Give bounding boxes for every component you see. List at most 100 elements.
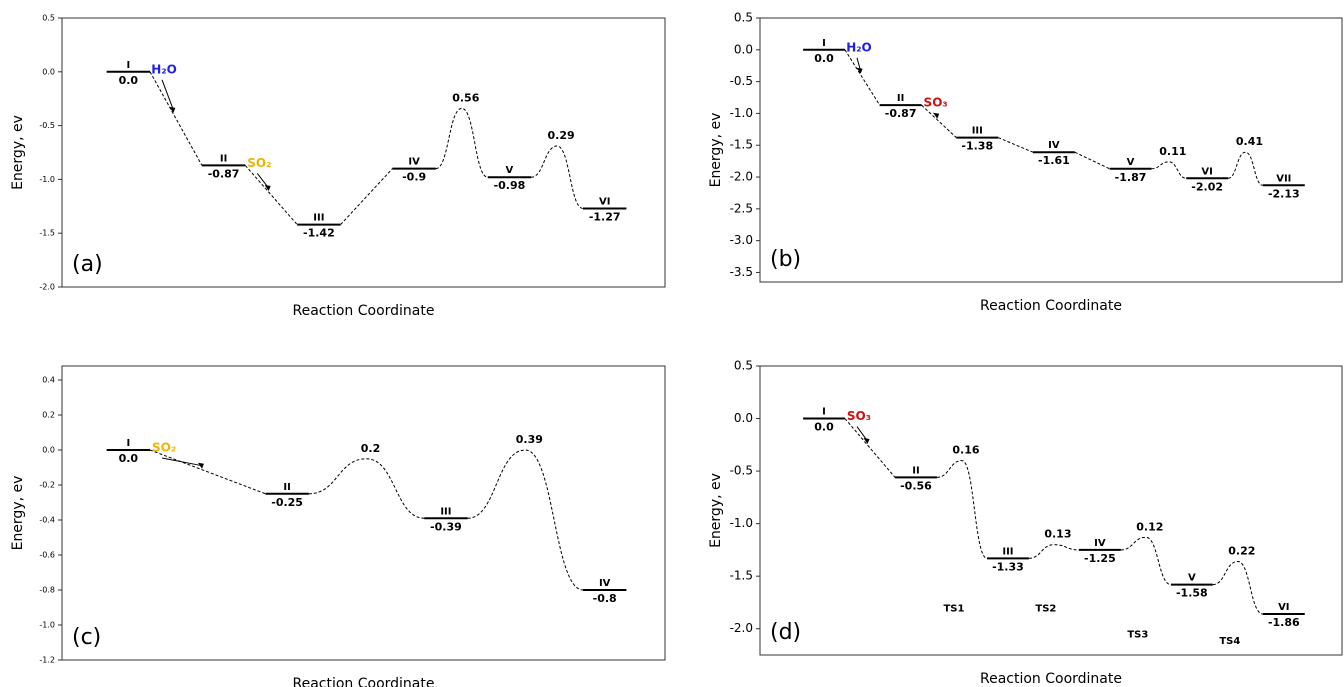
level-value: -1.33 xyxy=(992,560,1024,573)
level-value: 0.0 xyxy=(814,421,834,434)
level-value: -0.98 xyxy=(494,179,526,192)
y-tick-label: 0.5 xyxy=(42,14,55,23)
y-tick-label: -0.4 xyxy=(39,516,55,525)
x-axis-label: Reaction Coordinate xyxy=(980,671,1122,687)
y-tick-label: -0.2 xyxy=(39,481,55,490)
connector xyxy=(150,450,265,494)
figure: 0.5 0.0 -0.5 -1.0 -1.5 -2.0 Energy, ev Reaction… xyxy=(0,0,1344,687)
plot-frame xyxy=(62,366,665,660)
level-name: V xyxy=(1188,573,1196,584)
level-name: V xyxy=(1127,157,1135,168)
level-name: III xyxy=(1002,546,1013,557)
level-value: -0.9 xyxy=(402,171,426,184)
barrier-curve xyxy=(531,146,583,208)
level-value: -0.39 xyxy=(430,520,462,533)
y-tick-label: -0.5 xyxy=(730,74,753,88)
y-tick-label: -0.6 xyxy=(39,551,55,560)
y-tick-label: 0.0 xyxy=(42,446,55,455)
level-name: III xyxy=(440,506,451,517)
connector xyxy=(1075,152,1110,169)
panel-label: (d) xyxy=(770,620,801,645)
level-value: -1.86 xyxy=(1268,616,1300,629)
level-name: VI xyxy=(599,196,610,207)
level-name: III xyxy=(313,213,324,224)
barrier-label: 0.29 xyxy=(547,129,574,142)
adsorbate-label: SO₂ xyxy=(247,156,271,170)
adsorbate-label: SO₂ xyxy=(152,441,176,455)
y-tick-label: -1.5 xyxy=(39,229,55,238)
level-name: II xyxy=(897,93,904,104)
barrier-label: 0.39 xyxy=(516,433,543,446)
barrier-label: 0.13 xyxy=(1044,528,1071,541)
level-value: -0.56 xyxy=(900,479,932,492)
y-axis-label: Energy, ev xyxy=(10,476,26,551)
level-name: IV xyxy=(599,578,611,589)
y-tick-label: 0.4 xyxy=(42,376,55,385)
level-name: IV xyxy=(1094,538,1106,549)
level-value: 0.0 xyxy=(119,452,139,465)
x-axis-label: Reaction Coordinate xyxy=(292,303,434,319)
connector xyxy=(998,138,1033,153)
level-name: VI xyxy=(1201,166,1212,177)
level-value: 0.0 xyxy=(119,74,139,87)
level-name: I xyxy=(126,60,130,71)
barrier-label: 0.16 xyxy=(952,444,979,457)
y-tick-label: 0.0 xyxy=(734,42,753,56)
level-name: IV xyxy=(1048,140,1060,151)
y-tick-label: 0.0 xyxy=(42,67,55,76)
y-tick-label: -2.0 xyxy=(730,170,753,184)
barrier-curve xyxy=(1213,561,1263,614)
y-tick-label: -0.5 xyxy=(39,121,55,130)
y-tick-label: -1.5 xyxy=(730,569,753,583)
connector xyxy=(845,50,880,105)
connector xyxy=(245,165,297,224)
connector xyxy=(150,72,202,166)
level-value: 0.0 xyxy=(814,52,834,65)
barrier-label: 0.2 xyxy=(361,442,381,455)
y-tick-label: -1.0 xyxy=(730,106,753,120)
y-axis-label: Energy, ev xyxy=(708,113,724,188)
y-tick-label: -3.5 xyxy=(730,265,753,279)
level-value: -0.87 xyxy=(885,107,917,120)
level-value: -1.42 xyxy=(303,227,335,240)
y-axis-label: Energy, ev xyxy=(708,473,724,548)
level-value: -1.25 xyxy=(1084,552,1116,565)
y-tick-label: -1.2 xyxy=(39,656,55,665)
level-value: -0.87 xyxy=(208,167,240,180)
arrow-head xyxy=(933,113,939,119)
barrier-curve xyxy=(309,459,424,519)
adsorbate-label: H₂O xyxy=(846,40,872,54)
level-name: II xyxy=(912,465,919,476)
level-name: I xyxy=(822,407,826,418)
level-value: -2.13 xyxy=(1268,187,1300,200)
ts-label: TS1 xyxy=(943,603,964,614)
level-value: -1.38 xyxy=(961,140,993,153)
adsorbate-label: SO₃ xyxy=(847,409,871,423)
connector xyxy=(845,419,895,478)
barrier-curve xyxy=(436,108,488,177)
panel-label: (a) xyxy=(72,252,103,277)
y-tick-label: -1.0 xyxy=(39,175,55,184)
level-value: -1.87 xyxy=(1115,171,1147,184)
y-tick-label: -0.5 xyxy=(730,464,753,478)
arrow-head xyxy=(198,463,204,469)
connector xyxy=(922,105,957,137)
level-name: I xyxy=(822,38,826,49)
barrier-curve xyxy=(468,450,583,590)
level-name: V xyxy=(506,165,514,176)
adsorbate-label: H₂O xyxy=(151,62,177,76)
level-name: VII xyxy=(1276,173,1291,184)
barrier-curve xyxy=(937,461,987,559)
ts-label: TS4 xyxy=(1219,636,1240,647)
x-axis-label: Reaction Coordinate xyxy=(980,298,1122,314)
barrier-label: 0.22 xyxy=(1228,544,1255,557)
adsorbate-arrow xyxy=(162,80,173,110)
level-name: IV xyxy=(408,157,420,168)
y-tick-label: -2.5 xyxy=(730,201,753,215)
level-value: -1.58 xyxy=(1176,587,1208,600)
level-name: VI xyxy=(1278,602,1289,613)
y-tick-label: -1.0 xyxy=(39,621,55,630)
x-axis-label: Reaction Coordinate xyxy=(292,676,434,687)
level-name: II xyxy=(283,482,290,493)
ts-label: TS3 xyxy=(1127,630,1148,641)
